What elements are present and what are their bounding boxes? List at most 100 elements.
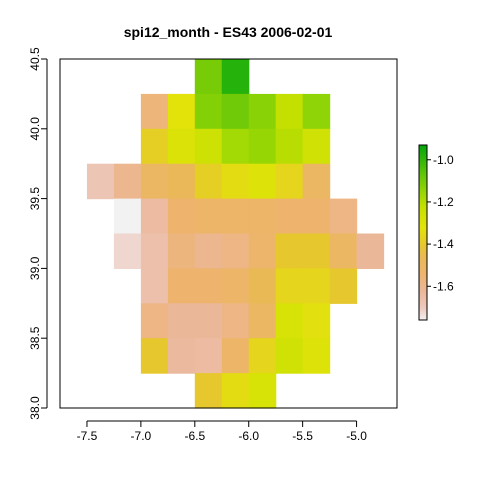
y-axis: 38.0 38.5 39.0 39.5 40.0 40.5 bbox=[28, 47, 48, 420]
x-tick-label: -7.5 bbox=[77, 429, 98, 443]
colorbar-segment bbox=[419, 250, 427, 253]
colorbar-segment bbox=[419, 182, 427, 185]
heatmap-cell bbox=[167, 303, 196, 339]
heatmap-cell bbox=[329, 233, 358, 269]
colorbar-segment bbox=[419, 313, 427, 317]
colorbar-segment bbox=[419, 230, 427, 233]
heatmap-cell bbox=[302, 233, 331, 269]
colorbar-segment bbox=[419, 208, 427, 212]
colorbar-segment bbox=[419, 215, 427, 218]
colorbar-segment bbox=[419, 252, 427, 255]
colorbar-segment bbox=[419, 265, 427, 268]
colorbar-segment bbox=[419, 289, 427, 293]
heatmap-cell bbox=[275, 163, 304, 200]
y-tick-label: 40.5 bbox=[28, 47, 42, 71]
colorbar-segment bbox=[419, 239, 427, 242]
heatmap-cell bbox=[275, 198, 304, 235]
heatmap-cell bbox=[194, 233, 223, 269]
heatmap-cell bbox=[194, 59, 223, 95]
colorbar-segment bbox=[419, 258, 427, 262]
heatmap-cell bbox=[248, 303, 277, 339]
colorbar-segment bbox=[419, 190, 427, 194]
heatmap-cell bbox=[167, 198, 196, 235]
heatmap-cell bbox=[194, 198, 223, 235]
colorbar-segment bbox=[419, 267, 427, 271]
heatmap-cell bbox=[194, 93, 223, 130]
colorbar-segment bbox=[419, 206, 427, 209]
y-tick-label: 39.0 bbox=[28, 256, 42, 280]
x-axis: -7.5 -7.0 -6.5 -6.0 -5.5 -5.0 bbox=[77, 420, 367, 443]
colorbar-segment bbox=[419, 280, 427, 284]
colorbar-segment bbox=[419, 236, 427, 240]
colorbar-segment bbox=[419, 217, 427, 220]
heatmap-cell bbox=[140, 198, 169, 235]
colorbar-segment bbox=[419, 306, 427, 310]
heatmap-cell bbox=[167, 163, 196, 200]
heatmap-cell bbox=[302, 268, 331, 304]
colorbar-segment bbox=[419, 164, 427, 168]
heatmap-cell bbox=[302, 163, 331, 200]
heatmap-cell bbox=[167, 233, 196, 269]
colorbar-segment bbox=[419, 225, 427, 229]
colorbar-segment bbox=[419, 271, 427, 275]
colorbar-segment bbox=[419, 293, 427, 297]
heatmap-cell bbox=[140, 163, 169, 200]
colorbar-segment bbox=[419, 278, 427, 282]
colorbar-segment bbox=[419, 295, 427, 299]
colorbar-segment bbox=[419, 188, 427, 192]
colorbar-segment bbox=[419, 232, 427, 236]
colorbar-segment bbox=[419, 145, 427, 148]
colorbar-segment bbox=[419, 169, 427, 172]
heatmap-cell bbox=[248, 338, 277, 374]
heatmap-cell bbox=[194, 163, 223, 200]
colorbar-segment bbox=[419, 285, 427, 288]
heatmap-cell bbox=[221, 59, 250, 95]
heatmap-cell bbox=[194, 268, 223, 304]
heatmap-cell bbox=[302, 338, 331, 374]
heatmap-cell bbox=[275, 93, 304, 130]
heatmap-cell bbox=[275, 303, 304, 339]
colorbar-segment bbox=[419, 243, 427, 247]
heatmap-cell bbox=[221, 303, 250, 339]
heatmap-cell bbox=[140, 128, 169, 165]
x-tick-label: -5.5 bbox=[292, 429, 313, 443]
x-tick-label: -6.0 bbox=[238, 429, 259, 443]
heatmap-cell bbox=[329, 198, 358, 235]
heatmap-cell bbox=[248, 268, 277, 304]
colorbar-segment bbox=[419, 219, 427, 223]
heatmap-cell bbox=[113, 163, 142, 200]
colorbar-tick-label: -1.6 bbox=[433, 279, 454, 293]
colorbar-segment bbox=[419, 245, 427, 249]
y-tick-label: 39.5 bbox=[28, 187, 42, 211]
heatmap-cell bbox=[113, 233, 142, 269]
colorbar-segment bbox=[419, 166, 427, 170]
colorbar-segment bbox=[419, 276, 427, 279]
colorbar-segment bbox=[419, 175, 427, 179]
heatmap-cell bbox=[302, 303, 331, 339]
heatmap-cell bbox=[167, 268, 196, 304]
colorbar-segment bbox=[419, 234, 427, 238]
plot-frame bbox=[59, 58, 398, 409]
colorbar-segment bbox=[419, 153, 427, 157]
heatmap-cell bbox=[275, 233, 304, 269]
colorbar-segment bbox=[419, 282, 427, 286]
colorbar-segment bbox=[419, 186, 427, 190]
y-tick-label: 40.0 bbox=[28, 117, 42, 141]
colorbar-segment bbox=[419, 147, 427, 150]
colorbar-tick-label: -1.0 bbox=[433, 153, 454, 167]
heatmap-cell bbox=[248, 93, 277, 130]
colorbar-segment bbox=[419, 269, 427, 273]
colorbar-segment bbox=[419, 260, 427, 264]
colorbar-segment bbox=[419, 173, 427, 177]
heatmap-cell bbox=[356, 233, 385, 269]
heatmap-cell bbox=[221, 93, 250, 130]
heatmap-cell bbox=[86, 163, 115, 200]
heatmap-cell bbox=[167, 338, 196, 374]
colorbar-segment bbox=[419, 177, 427, 181]
colorbar-segment bbox=[419, 274, 427, 277]
colorbar-segment bbox=[419, 304, 427, 308]
heatmap-cell bbox=[221, 198, 250, 235]
heatmap-cell bbox=[275, 338, 304, 374]
colorbar-segment bbox=[419, 180, 427, 183]
heatmap-cell bbox=[221, 268, 250, 304]
